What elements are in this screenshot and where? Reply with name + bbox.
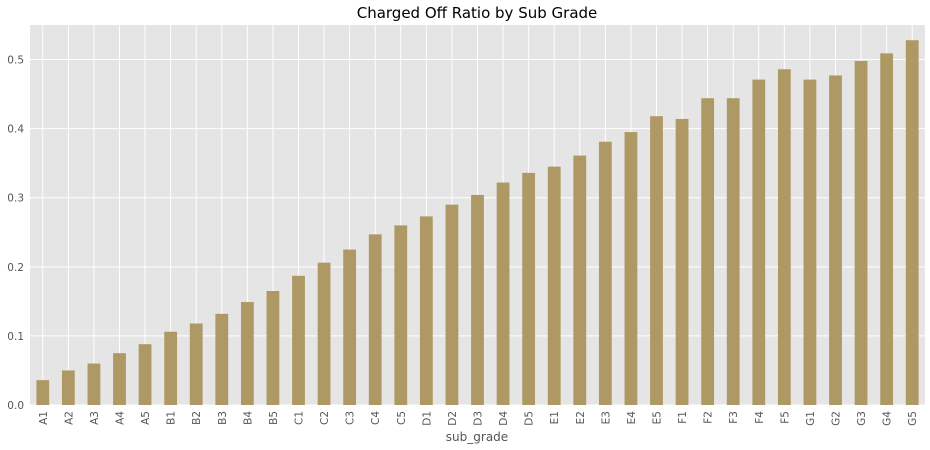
bar-A4 [113,353,126,405]
bar-E3 [598,141,612,405]
y-tick-label: 0.1 [7,331,24,343]
bar-D4 [496,182,510,405]
bar-F2 [701,98,715,406]
chart-title: Charged Off Ratio by Sub Grade [357,4,598,22]
x-tick-label: B2 [191,411,203,425]
bar-C1 [292,275,305,405]
x-tick-label: F5 [779,411,791,424]
x-tick-label: B3 [217,411,229,425]
bar-G5 [905,40,919,405]
x-tick-label: D3 [473,411,485,426]
x-tick-label: F4 [754,411,766,424]
bar-F1 [675,118,689,406]
y-tick-label: 0.5 [7,55,24,67]
x-tick-label: G5 [907,411,919,426]
x-tick-label: A2 [63,411,75,425]
y-axis-ticks: 0.0 0.1 0.2 0.3 0.4 0.5 [7,55,24,412]
bar-B4 [240,302,254,405]
x-tick-label: C5 [396,411,408,425]
bar-A1 [36,380,50,405]
x-tick-label: C3 [345,411,357,425]
bar-E2 [573,155,587,405]
bar-G3 [854,60,868,405]
x-tick-label: E1 [549,411,561,424]
x-tick-label: E3 [600,411,612,424]
bar-E1 [547,166,561,405]
x-tick-label: F2 [703,411,715,424]
bar-A2 [61,370,75,405]
bar-B1 [164,331,178,405]
bar-G4 [880,53,894,406]
y-tick-label: 0.3 [7,193,24,205]
y-tick-label: 0.2 [7,262,24,274]
x-tick-label: D5 [524,411,536,426]
bar-A5 [138,344,152,405]
x-tick-label: B1 [166,411,178,425]
x-tick-label: D2 [447,411,459,426]
bar-B2 [189,323,203,405]
x-tick-label: G4 [882,411,894,426]
x-tick-label: G1 [805,411,817,426]
x-tick-label: E5 [652,411,664,424]
bar-D5 [522,172,536,405]
bars [36,40,919,406]
x-tick-label: F3 [728,411,740,424]
bar-E5 [650,116,663,405]
x-tick-label: G3 [856,411,868,426]
x-tick-label: A1 [38,411,50,425]
x-tick-label: E2 [575,411,587,424]
x-tick-label: C2 [319,411,331,425]
bar-D3 [471,194,484,405]
bar-G1 [803,79,817,405]
x-tick-label: D1 [421,411,433,426]
x-axis-ticks: A1 A2 A3 A4 A5 B1 B2 B3 B4 B5 C1 C2 C3 C4 C5 D1 D2 D3 D4 D5… [38,411,919,426]
bar-D2 [445,204,459,405]
x-tick-label: G2 [831,411,843,426]
bar-E4 [624,132,638,405]
bar-G2 [829,75,842,405]
bar-C3 [343,249,357,405]
x-tick-label: C1 [294,411,306,425]
x-tick-label: F1 [677,411,689,424]
x-tick-label: B4 [242,411,254,425]
x-tick-label: B5 [268,411,280,425]
bar-D1 [419,216,433,405]
bar-C5 [394,225,408,405]
bar-C4 [368,234,382,405]
x-tick-label: D4 [498,411,510,426]
bar-F3 [726,98,740,406]
y-tick-label: 0.4 [7,124,24,136]
bar-F4 [752,79,766,405]
x-tick-label: C4 [370,411,382,425]
bar-C2 [317,262,331,405]
x-tick-label: A4 [115,411,127,425]
bar-B3 [215,313,229,405]
x-axis-label: sub_grade [446,430,508,444]
bar-B5 [266,291,280,405]
x-tick-label: E4 [626,411,638,425]
x-tick-label: A3 [89,411,101,425]
bar-F5 [777,69,791,405]
y-tick-label: 0.0 [7,400,24,412]
bar-A3 [87,363,101,405]
x-tick-label: A5 [140,411,152,425]
